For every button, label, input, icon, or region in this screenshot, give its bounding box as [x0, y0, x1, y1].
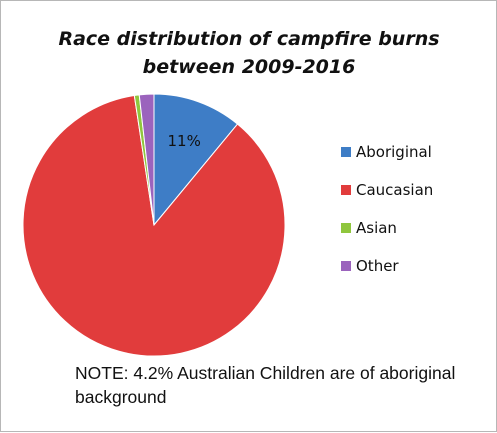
chart-title: Race distribution of campfire burns betwe… [58, 28, 439, 78]
chart-title-line-2: between 2009-2016 [143, 56, 356, 78]
pie-slice-caucasian [22, 94, 286, 357]
legend-swatch-caucasian [341, 185, 351, 195]
chart-title-line-1: Race distribution of campfire burns [58, 28, 439, 50]
legend-swatch-aboriginal [341, 147, 351, 157]
pie-slice-aboriginal [153, 93, 239, 227]
legend-label-aboriginal: Aboriginal [356, 143, 432, 161]
pie-slice-other [138, 93, 155, 226]
footnote: NOTE: 4.2% Australian Children are of ab… [75, 363, 456, 407]
data-labels: 11% [168, 132, 201, 150]
legend-label-caucasian: Caucasian [356, 181, 433, 199]
legend-label-other: Other [356, 257, 399, 275]
legend-swatch-asian [341, 223, 351, 233]
pie-slices [22, 93, 286, 357]
legend-swatch-other [341, 261, 351, 271]
legend-label-asian: Asian [356, 219, 397, 237]
data-label-aboriginal: 11% [168, 132, 201, 150]
legend: Aboriginal Caucasian Asian Other [341, 143, 433, 275]
